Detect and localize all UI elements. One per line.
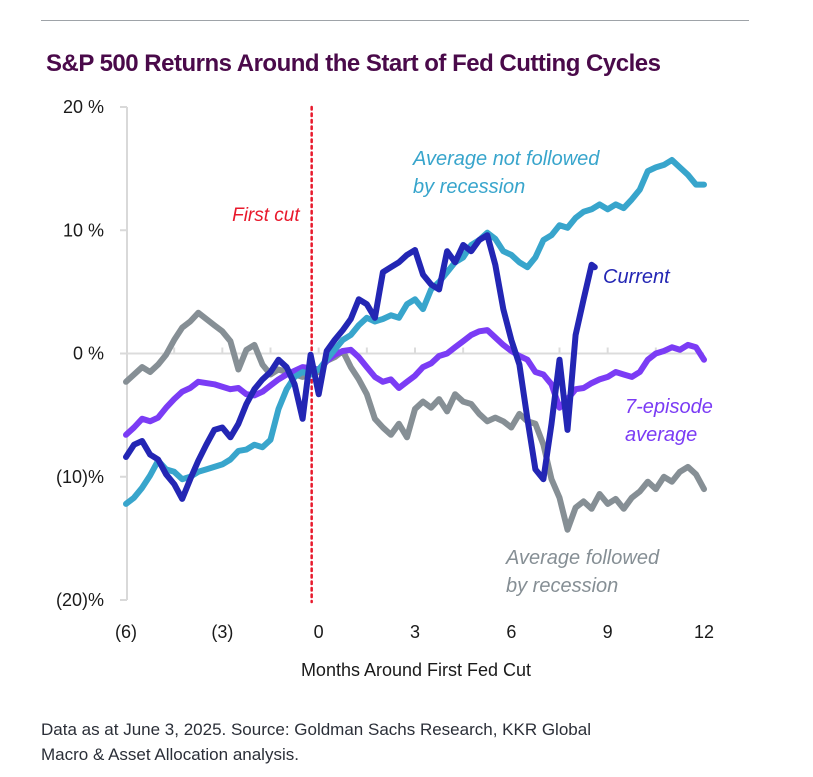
- series-label-seven-episode-avg: average: [625, 424, 697, 446]
- top-divider: [41, 20, 749, 21]
- y-tick-label: (10)%: [56, 467, 104, 487]
- footnote-line: Data as at June 3, 2025. Source: Goldman…: [41, 720, 591, 739]
- chart-title: S&P 500 Returns Around the Start of Fed …: [46, 50, 661, 77]
- series-line-recession-avg: [123, 309, 707, 533]
- y-tick-label: 0 %: [73, 344, 104, 364]
- x-axis-label: Months Around First Fed Cut: [301, 660, 531, 680]
- series-label-no-recession-avg: Average not followed: [412, 148, 600, 170]
- series-label-recession-avg: Average followed: [505, 547, 660, 569]
- x-tick-label: (6): [115, 622, 137, 642]
- y-tick-label: 20 %: [63, 97, 104, 117]
- x-tick-label: 3: [410, 622, 420, 642]
- series-line-no-recession-avg: [123, 157, 707, 507]
- series-label-seven-episode-avg: 7-episode: [625, 396, 713, 418]
- series-label-current: Current: [603, 266, 671, 288]
- footnote-line: Macro & Asset Allocation analysis.: [41, 745, 299, 764]
- x-tick-label: (3): [211, 622, 233, 642]
- x-tick-label: 9: [603, 622, 613, 642]
- axes: 20 % 10 % 0 % (10)% (20)% (6) (3) 0 3 6 9 12: [56, 97, 714, 642]
- footnote: Data as at June 3, 2025. Source: Goldman…: [41, 717, 781, 767]
- x-tick-label: 0: [314, 622, 324, 642]
- series-lines: [123, 157, 707, 533]
- series-labels: Average followed by recession 7-episode ave…: [412, 148, 713, 597]
- x-tick-label: 12: [694, 622, 714, 642]
- series-label-recession-avg: by recession: [506, 575, 618, 597]
- first-cut-label: First cut: [232, 205, 300, 226]
- series-line-current: [123, 232, 598, 502]
- y-tick-label: 10 %: [63, 220, 104, 240]
- y-tick-label: (20)%: [56, 590, 104, 610]
- series-line-seven-episode-avg: [123, 327, 707, 438]
- x-tick-label: 6: [506, 622, 516, 642]
- series-label-no-recession-avg: by recession: [413, 176, 525, 198]
